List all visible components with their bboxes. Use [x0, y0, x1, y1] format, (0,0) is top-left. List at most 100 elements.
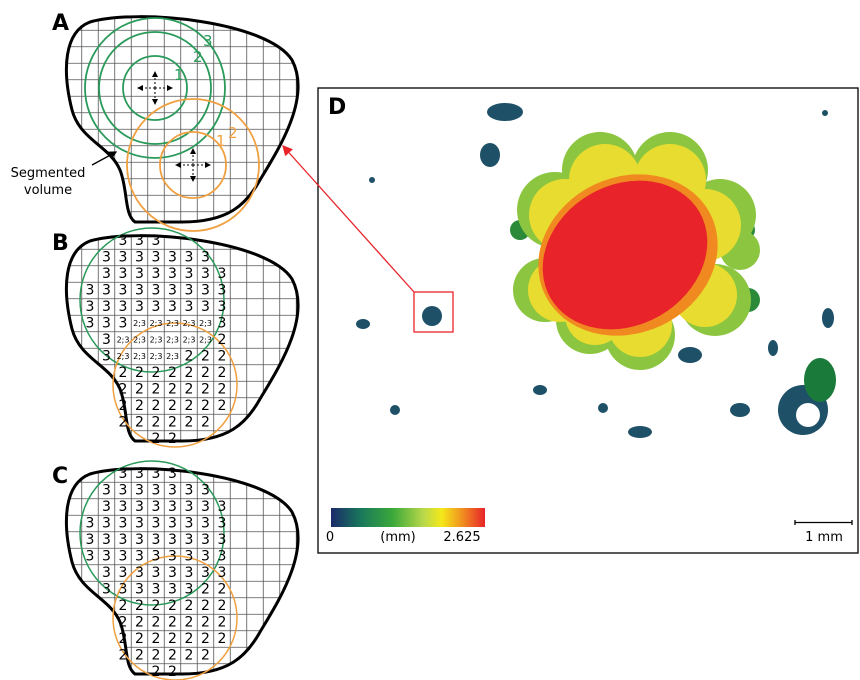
- cell-label: 2;3: [133, 352, 146, 361]
- cell-label: 2;3: [166, 319, 179, 328]
- cell-label: 2: [119, 631, 128, 647]
- cell-label: 2: [168, 365, 177, 381]
- cell-label: 3: [201, 516, 210, 532]
- cell-label: 3: [119, 565, 128, 581]
- cell-label: 3: [119, 499, 128, 515]
- cell-label: 3: [135, 466, 144, 482]
- cell-label: 2: [119, 415, 128, 431]
- cell-label: 3: [135, 565, 144, 581]
- cell-label: 3: [119, 316, 128, 332]
- cell-label: 3: [135, 299, 144, 315]
- cell-label: 3: [119, 466, 128, 482]
- circle-label: 1: [216, 132, 226, 150]
- cell-label: 3: [218, 549, 227, 565]
- cell-label: 3: [119, 250, 128, 266]
- cell-label: 3: [152, 549, 161, 565]
- cell-label: 3: [135, 549, 144, 565]
- cell-label: 2: [152, 615, 161, 631]
- cell-label: 2: [135, 415, 144, 431]
- cell-label: 3: [218, 299, 227, 315]
- circle-label: 2: [193, 48, 203, 66]
- cell-label: 2;3: [183, 319, 196, 328]
- cell-label: 3: [218, 532, 227, 548]
- cell-label: 2;3: [166, 336, 179, 345]
- cell-label: 2: [135, 648, 144, 664]
- cell-label: 2: [201, 349, 210, 365]
- cell-label: 2: [201, 582, 210, 598]
- cell-label: 3: [135, 516, 144, 532]
- cell-label: 3: [102, 266, 111, 282]
- cell-label: 3: [185, 250, 194, 266]
- cell-label: 3: [201, 283, 210, 299]
- cell-label: 3: [201, 266, 210, 282]
- cell-label: 3: [102, 532, 111, 548]
- cell-label: 2: [152, 631, 161, 647]
- cell-label: 2: [185, 631, 194, 647]
- cell-label: 3: [102, 299, 111, 315]
- cell-label: 3: [168, 565, 177, 581]
- cell-label: 3: [152, 483, 161, 499]
- cell-label: 2: [119, 615, 128, 631]
- cell-label: 2: [152, 431, 161, 447]
- cell-label: 2;3: [199, 319, 212, 328]
- cell-label: 3: [168, 532, 177, 548]
- panel-label: D: [328, 95, 346, 120]
- cell-label: 3: [152, 299, 161, 315]
- cell-label: 3: [218, 516, 227, 532]
- cell-label: 3: [119, 532, 128, 548]
- cell-label: 3: [152, 250, 161, 266]
- cell-label: 3: [102, 349, 111, 365]
- cell-label: 3: [201, 565, 210, 581]
- cell-label: 2: [218, 332, 227, 348]
- cell-label: 3: [102, 483, 111, 499]
- cell-label: 2: [185, 415, 194, 431]
- colorbar-min: 0: [326, 530, 334, 545]
- cell-label: 2: [201, 382, 210, 398]
- cell-label: 3: [86, 549, 95, 565]
- figure: A 1 2 3 1 2 Segmented volume B 333333333…: [0, 0, 860, 680]
- cell-label: 2: [201, 598, 210, 614]
- cell-label: 2: [135, 598, 144, 614]
- cell-label: 3: [135, 532, 144, 548]
- cell-label: 3: [135, 283, 144, 299]
- cell-label: 2: [152, 398, 161, 414]
- cell-label: 3: [135, 250, 144, 266]
- cell-label: 2: [152, 365, 161, 381]
- cell-label: 3: [135, 582, 144, 598]
- cell-label: 3: [218, 565, 227, 581]
- cell-label: 3: [102, 549, 111, 565]
- circle-label: 1: [174, 66, 184, 84]
- cell-label: 2: [168, 382, 177, 398]
- cell-label: 2: [218, 398, 227, 414]
- cell-label: 3: [201, 299, 210, 315]
- cell-label: 2: [218, 382, 227, 398]
- cell-label: 3: [102, 582, 111, 598]
- panel-label: A: [52, 11, 69, 36]
- cell-label: 2: [201, 631, 210, 647]
- cell-label: 3: [185, 565, 194, 581]
- cell-label: 3: [168, 250, 177, 266]
- cell-label: 2: [152, 648, 161, 664]
- cell-label: 2: [168, 631, 177, 647]
- cell-label: 3: [201, 250, 210, 266]
- cell-label: 3: [152, 582, 161, 598]
- cell-label: 3: [185, 516, 194, 532]
- circle-label: 3: [203, 32, 213, 50]
- cell-label: 3: [152, 233, 161, 249]
- cell-label: 2: [201, 415, 210, 431]
- cell-label: 2: [168, 615, 177, 631]
- cell-label: 2: [119, 398, 128, 414]
- colorbar-unit: (mm): [380, 530, 415, 545]
- cell-label: 2: [201, 398, 210, 414]
- cell-label: 2;3: [133, 336, 146, 345]
- cell-label: 2: [135, 365, 144, 381]
- cell-label: 3: [119, 233, 128, 249]
- cell-label: 3: [119, 299, 128, 315]
- colorbar: [331, 508, 485, 527]
- cell-label: 2: [218, 631, 227, 647]
- cell-label: 3: [152, 565, 161, 581]
- cell-label: 3: [86, 532, 95, 548]
- annotation: volume: [24, 183, 72, 198]
- cell-label: 3: [119, 582, 128, 598]
- cell-label: 3: [102, 316, 111, 332]
